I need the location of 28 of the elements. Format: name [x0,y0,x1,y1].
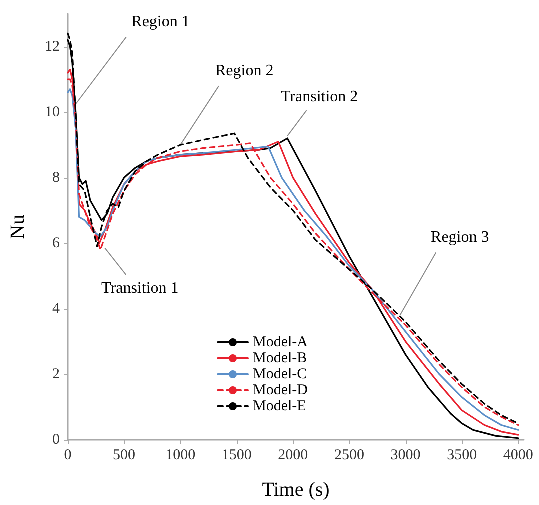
y-tick-label: 12 [45,38,60,55]
y-tick-label: 0 [52,432,60,448]
annotation: Region 2 [215,62,274,80]
x-axis-title: Time (s) [262,479,330,501]
x-tick-label: 3000 [390,448,421,464]
x-tick-label: 0 [64,448,72,464]
annotation: Transition 1 [102,280,179,297]
y-tick-label: 10 [45,104,60,120]
y-tick-label: 6 [52,235,60,252]
y-tick-label: 8 [52,170,60,186]
x-tick-label: 1500 [222,448,252,464]
x-tick-label: 500 [113,448,136,464]
legend-label: Model-C [253,366,308,382]
legend-label: Model-A [253,334,308,350]
annotation: Transition 2 [280,88,358,106]
x-tick-label: 1000 [166,448,196,464]
annotation: Region 1 [132,13,190,30]
y-tick-label: 4 [52,300,60,317]
x-tick-label: 3500 [447,448,478,464]
y-tick-label: 2 [52,366,60,382]
annotation: Region 3 [431,228,490,246]
x-tick-label: 2000 [278,448,308,464]
x-tick-label: 4000 [503,448,534,464]
legend-label: Model-D [253,382,308,398]
y-axis-title: Nu [7,214,29,240]
x-tick-label: 2500 [334,448,364,464]
legend-label: Model-E [253,398,306,414]
legend-label: Model-B [253,350,308,366]
